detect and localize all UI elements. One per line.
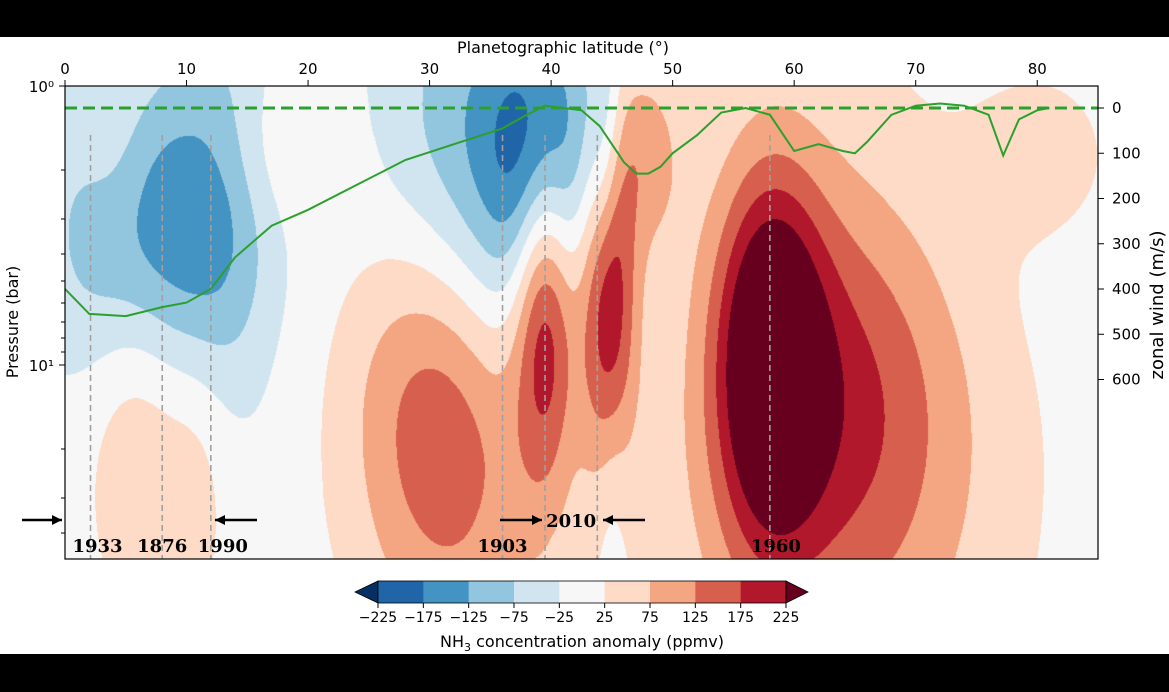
nh3-anomaly-chart: 0 10 20 30 40 50 60 70 80 Planetographic latitud… [3,38,1168,654]
y2-tick-label: 400 [1112,280,1141,298]
y-tick-label-1: 10⁰ [29,78,54,96]
storm-year-label: 1960 [751,536,801,557]
storm-year-label: 1990 [198,536,248,557]
storm-year-label: 2010 [546,511,596,532]
x-tick-label: 10 [177,60,196,78]
arrow-1990-head [215,515,225,525]
colorbar-segment [559,581,606,603]
wind-layer [65,102,1098,318]
y2-tick-label: 200 [1112,190,1141,208]
colorbar-extend-high [785,580,809,604]
colorbar-segment [423,581,470,603]
colorbar-tick-label: −25 [545,610,575,626]
colorbar-tick-label: −175 [404,610,442,626]
colorbar-extend-low [354,580,379,604]
y2-tick-label: 600 [1112,371,1141,389]
colorbar-segment [378,581,424,603]
y2-tick-label: 300 [1112,235,1141,253]
x-axis-label: Planetographic latitude (°) [457,38,669,57]
x-tick-label: 40 [542,60,561,78]
colorbar-tick-label: 75 [641,610,659,626]
x-tick-label: 30 [420,60,439,78]
y2-tick-label: 500 [1112,325,1141,343]
x-tick-label: 60 [785,60,804,78]
y2-axis-label: zonal wind (m/s) [1147,231,1168,380]
storm-year-label: 1876 [137,536,187,557]
colorbar-tick-label: −125 [449,610,487,626]
colorbar-segment [514,581,560,603]
colorbar-segment [740,581,787,603]
arrow-left-edge-head [52,515,62,525]
colorbar: −225 −175 −125 −75 −25 25 75 125 175 225 [354,580,809,626]
colorbar-tick-label: 125 [682,610,709,626]
x-axis: 0 10 20 30 40 50 60 70 80 [60,60,1047,86]
colorbar-tick-label: 225 [773,610,800,626]
y2-axis: 0 100 200 300 400 500 600 [1098,99,1141,389]
storm-year-label: 1933 [72,536,122,557]
arrow-2010-head [603,515,613,525]
colorbar-tick-label: −225 [359,610,397,626]
colorbar-tick-label: 175 [727,610,754,626]
colorbar-segment [604,581,651,603]
storm-guides [89,135,771,559]
colorbar-tick-label: −75 [499,610,529,626]
figure: 0 10 20 30 40 50 60 70 80 Planetographic latitud… [0,37,1169,654]
colorbar-frame [377,580,787,604]
storm-annotations: 1933 1876 1990 1903 2010 1960 [22,511,801,557]
y2-tick-label: 0 [1112,99,1122,117]
y2-tick-label: 100 [1112,144,1141,162]
colorbar-segment [695,581,742,603]
y-axis: 10⁰ 10¹ [29,78,65,534]
colorbar-label: NH3 concentration anomaly (ppmv) [440,632,724,654]
zonal-wind-profile [65,102,1050,318]
x-tick-label: 0 [60,60,70,78]
y-tick-label-10: 10¹ [29,357,54,375]
colorbar-segment [650,581,696,603]
x-tick-label: 80 [1028,60,1047,78]
x-tick-label: 50 [663,60,682,78]
x-tick-label: 20 [299,60,318,78]
storm-year-label: 1903 [477,536,527,557]
y-axis-label: Pressure (bar) [3,266,22,378]
anomaly-heatmap [65,86,1098,559]
colorbar-tick-label: 25 [596,610,614,626]
x-tick-label: 70 [906,60,925,78]
colorbar-segment [468,581,515,603]
arrow-1903-head [532,515,542,525]
